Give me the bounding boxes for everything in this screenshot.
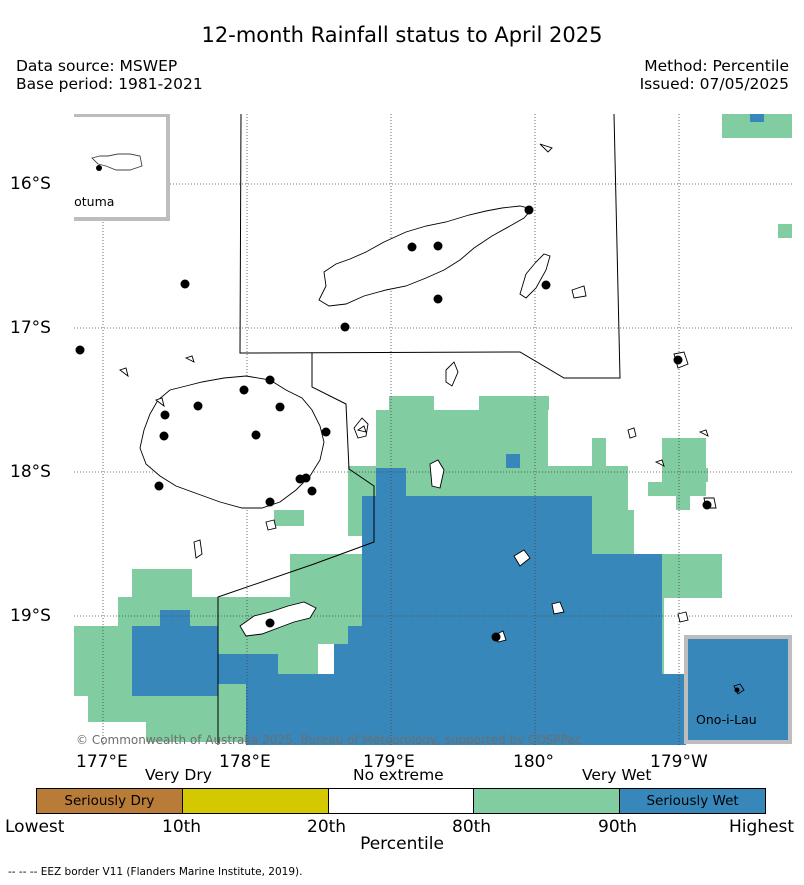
chart-title: 12-month Rainfall status to April 2025 bbox=[201, 23, 603, 47]
legend-no-extreme-swatch bbox=[328, 789, 475, 813]
footnote: -- -- -- EEZ border V11 (Flanders Marine… bbox=[8, 866, 303, 878]
lon-label-178e: 178°E bbox=[219, 752, 271, 772]
lon-label-179w: 179°W bbox=[650, 752, 708, 772]
lon-label-180: 180° bbox=[513, 752, 554, 772]
rotuma-inset: Rotuma bbox=[74, 114, 170, 221]
rainfall-cells bbox=[74, 114, 792, 745]
rainfall-cell bbox=[88, 696, 148, 722]
legend-very-dry: Very Dry bbox=[145, 766, 212, 784]
legend-very-wet: Very Wet bbox=[582, 766, 652, 784]
rainfall-cell bbox=[218, 654, 278, 684]
rainfall-cell bbox=[536, 554, 564, 584]
rainfall-cell bbox=[376, 410, 548, 468]
rainfall-cell bbox=[362, 554, 662, 634]
ono-i-lau-label: Ono-i-Lau bbox=[696, 712, 757, 727]
rainfall-cell bbox=[562, 626, 662, 674]
legend-seriously-dry: Seriously Dry bbox=[37, 789, 183, 813]
rainfall-cell bbox=[506, 454, 520, 468]
rainfall-cell bbox=[132, 626, 218, 696]
rainfall-cell bbox=[662, 554, 722, 598]
ono-i-lau-inset: Ono-i-Lau bbox=[684, 635, 792, 744]
lat-label-16s: 16°S bbox=[10, 174, 51, 194]
legend-colorbar: Seriously Dry Seriously Wet bbox=[36, 788, 766, 814]
rainfall-cell bbox=[778, 224, 792, 238]
rainfall-cell bbox=[734, 122, 762, 138]
rainfall-cell bbox=[160, 610, 190, 630]
eez-border bbox=[217, 114, 621, 745]
rainfall-cell bbox=[246, 674, 686, 745]
legend-wet bbox=[474, 789, 621, 813]
legend-seriously-dry-label: Seriously Dry bbox=[64, 793, 155, 809]
lat-label-17s: 17°S bbox=[10, 318, 51, 338]
legend-seriously-wet-label: Seriously Wet bbox=[646, 793, 739, 809]
vanua-levu-island bbox=[318, 205, 533, 307]
legend-no-extreme: No extreme bbox=[353, 766, 444, 784]
rainfall-cell bbox=[648, 482, 662, 496]
tick-20th: 20th bbox=[307, 817, 347, 837]
tick-80th: 80th bbox=[452, 817, 492, 837]
rainfall-cell bbox=[479, 396, 549, 410]
tick-90th: 90th bbox=[598, 817, 638, 837]
data-source-text: Data source: MSWEP bbox=[16, 57, 178, 75]
rainfall-map: © Commonwealth of Australia 2025, Bureau… bbox=[74, 114, 793, 745]
rainfall-cell bbox=[676, 482, 690, 510]
rainfall-cell bbox=[74, 626, 134, 696]
tick-highest: Highest bbox=[729, 817, 795, 837]
rainfall-cell bbox=[592, 438, 606, 478]
issued-text: Issued: 07/05/2025 bbox=[639, 75, 789, 93]
percentile-axis-label: Percentile bbox=[360, 834, 444, 854]
rainfall-cell bbox=[389, 396, 419, 410]
lat-label-19s: 19°S bbox=[10, 606, 51, 626]
rainfall-cell bbox=[274, 510, 304, 526]
copyright-text: © Commonwealth of Australia 2025, Bureau… bbox=[76, 733, 581, 745]
lon-label-179e: 179°E bbox=[363, 752, 415, 772]
tick-10th: 10th bbox=[162, 817, 202, 837]
stations bbox=[75, 205, 712, 642]
lon-label-177e: 177°E bbox=[76, 752, 128, 772]
kadavu-island bbox=[239, 601, 317, 637]
rainfall-cell bbox=[362, 496, 592, 554]
legend-dry bbox=[182, 789, 329, 813]
lat-label-18s: 18°S bbox=[10, 462, 51, 482]
rotuma-label: Rotuma bbox=[74, 194, 114, 209]
rainfall-cell bbox=[694, 468, 708, 482]
method-text: Method: Percentile bbox=[644, 57, 789, 75]
tick-lowest: Lowest bbox=[5, 817, 65, 837]
taveuni-island bbox=[519, 253, 551, 299]
legend-seriously-wet: Seriously Wet bbox=[620, 789, 765, 813]
base-period-text: Base period: 1981-2021 bbox=[16, 75, 203, 93]
rainfall-cell bbox=[750, 114, 764, 122]
